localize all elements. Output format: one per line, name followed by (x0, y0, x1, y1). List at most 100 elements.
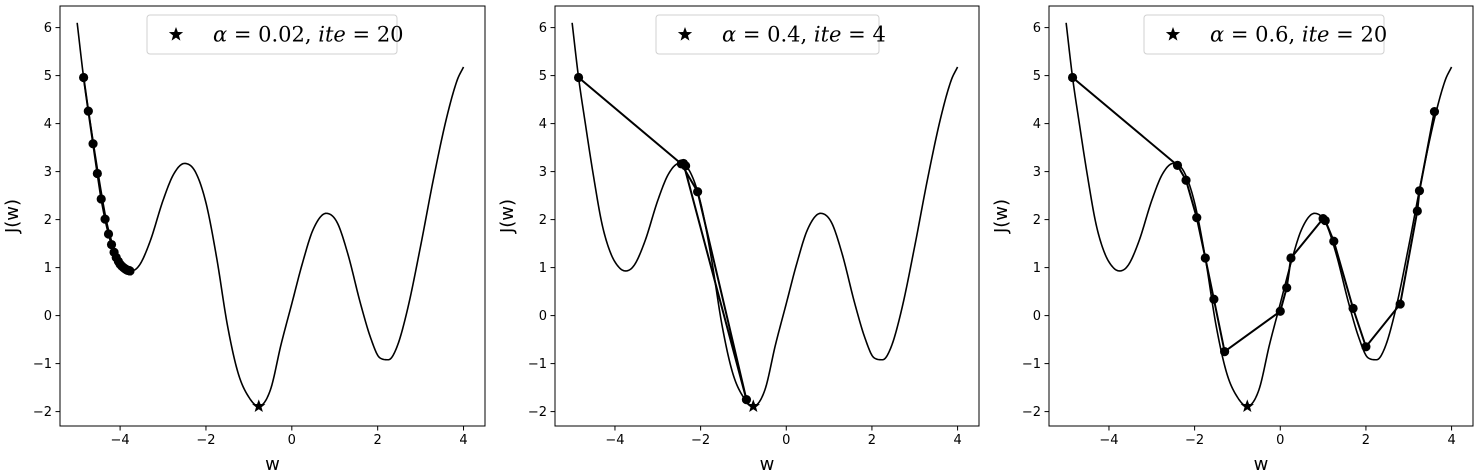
legend-alpha-symbol: α (1210, 23, 1224, 47)
legend-equals: = (1330, 23, 1361, 47)
descent-point-18 (1414, 186, 1425, 196)
axes-frame (1048, 5, 1474, 427)
chart-panel-2: −4 −2 0 2 4 −2 −1 0 1 2 3 4 5 6 w J(w) α = 0.4, ite = 4 (497, 5, 980, 474)
y-axis-label: J(w) (2, 199, 23, 234)
y-tick-label: 3 (539, 165, 547, 180)
descent-point-3 (693, 187, 703, 197)
descent-path-line (1071, 76, 1436, 353)
legend-label: α = 0.02, ite = 20 (213, 23, 404, 47)
x-tick-label: −4 (605, 433, 624, 448)
legend-box (655, 14, 880, 55)
x-tick-label: 0 (1276, 433, 1284, 448)
descent-point-3 (88, 139, 98, 149)
y-tick-label: −2 (33, 405, 52, 420)
descent-point-4 (741, 395, 752, 405)
x-tick-label: −2 (1185, 433, 1204, 448)
x-tick-label: 0 (782, 433, 790, 448)
axes-frame (59, 5, 486, 427)
y-axis-label: J(w) (497, 199, 518, 234)
descent-point-20 (125, 266, 135, 276)
legend-alpha-value: 0.4 (767, 23, 800, 47)
x-tick-label: −4 (1099, 433, 1118, 448)
descent-point-8 (1275, 306, 1285, 316)
descent-point-1 (573, 72, 584, 83)
descent-point-12 (1320, 215, 1330, 226)
legend: α = 0.6, ite = 20 (1143, 14, 1387, 55)
y-tick-label: 4 (1033, 117, 1041, 132)
y-tick-label: 6 (539, 21, 547, 36)
legend-alpha-symbol: α (213, 23, 227, 47)
descent-point-5 (96, 194, 106, 204)
y-tick-label: 2 (44, 213, 52, 228)
x-tick-label: 4 (953, 433, 961, 448)
x-axis-label: w (265, 454, 280, 474)
y-tick-label: 1 (1033, 261, 1041, 276)
descent-point-10 (1286, 253, 1296, 263)
y-tick-label: −2 (528, 405, 547, 420)
y-tick-label: 4 (539, 117, 547, 132)
descent-point-4 (1192, 213, 1202, 223)
y-axis-label: J(w) (991, 199, 1012, 234)
x-tick-label: −2 (691, 433, 710, 448)
x-axis-label: w (760, 454, 775, 474)
descent-point-8 (106, 239, 117, 250)
legend-comma: , (801, 23, 814, 47)
objective-curve (1065, 22, 1453, 408)
legend-ite-symbol: ite (814, 23, 842, 47)
descent-point-16 (1395, 299, 1405, 309)
legend-ite-symbol: ite (1302, 23, 1330, 47)
descent-point-7 (1220, 347, 1230, 357)
y-tick-label: 4 (44, 117, 52, 132)
descent-point-13 (1329, 236, 1339, 246)
descent-point-15 (1361, 342, 1371, 352)
legend: α = 0.02, ite = 20 (146, 14, 404, 55)
axes-frame (554, 5, 980, 427)
y-tick-label: 0 (44, 309, 52, 324)
descent-point-14 (1348, 303, 1358, 313)
descent-point-7 (103, 229, 114, 239)
global-minimum-star (252, 399, 266, 412)
legend-comma: , (1289, 23, 1302, 47)
descent-point-6 (100, 214, 110, 224)
y-tick-label: −1 (1022, 357, 1041, 372)
x-axis-label: w (1254, 454, 1269, 474)
y-tick-label: 1 (44, 261, 52, 276)
legend-ite-value: 20 (1360, 23, 1387, 47)
descent-point-5 (1200, 253, 1210, 263)
descent-point-2 (83, 106, 93, 116)
legend-alpha-value: 0.02 (258, 23, 305, 47)
x-tick-label: 0 (288, 433, 296, 448)
global-minimum-star (746, 399, 760, 412)
legend-equals: = (1224, 23, 1255, 47)
legend-box (146, 14, 398, 55)
y-tick-label: 5 (44, 69, 52, 84)
descent-point-1 (79, 72, 89, 83)
descent-point-6 (1209, 294, 1219, 304)
objective-curve (571, 22, 959, 408)
legend-alpha-value: 0.6 (1255, 23, 1288, 47)
y-tick-label: −2 (1022, 405, 1041, 420)
chart-panel-3: −4 −2 0 2 4 −2 −1 0 1 2 3 4 5 6 w J(w) α = 0.6, ite = 20 (991, 5, 1474, 474)
legend-equals: = (736, 23, 767, 47)
y-tick-label: 5 (539, 69, 547, 84)
descent-point-6 (681, 161, 691, 171)
legend: α = 0.4, ite = 4 (655, 14, 886, 55)
descent-point-9 (1282, 283, 1292, 293)
legend-equals: = (227, 23, 258, 47)
legend-comma: , (305, 23, 318, 47)
legend-equals: = (346, 23, 377, 47)
x-tick-label: 2 (1362, 433, 1370, 448)
descent-point-17 (1412, 206, 1422, 216)
objective-curve (76, 22, 465, 408)
y-tick-label: 6 (44, 21, 52, 36)
y-tick-label: 2 (1033, 213, 1041, 228)
descent-path-line (82, 77, 131, 272)
legend-star-icon (677, 27, 693, 41)
y-tick-label: 6 (1033, 21, 1041, 36)
descent-path-line (577, 76, 748, 401)
y-tick-label: −1 (528, 357, 547, 372)
x-tick-label: −2 (196, 433, 215, 448)
legend-ite-value: 4 (872, 23, 885, 47)
x-tick-label: 2 (374, 433, 382, 448)
